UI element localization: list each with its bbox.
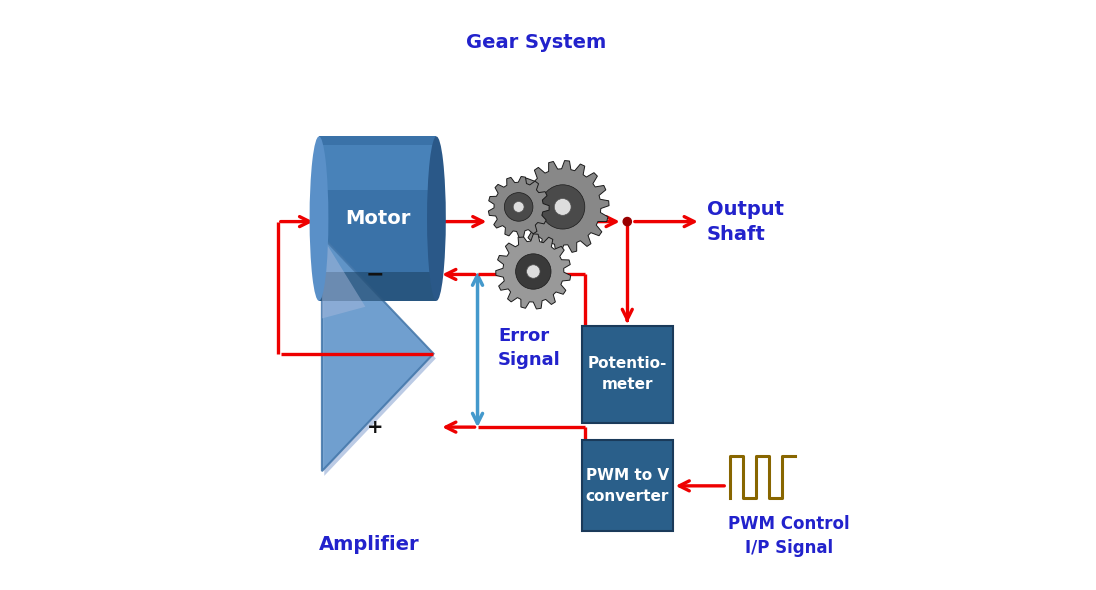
Polygon shape [495, 234, 571, 309]
Text: Amplifier: Amplifier [319, 535, 419, 554]
Text: Potentio-
meter: Potentio- meter [587, 356, 667, 392]
FancyBboxPatch shape [319, 272, 436, 301]
Circle shape [624, 218, 631, 226]
FancyBboxPatch shape [582, 326, 673, 422]
Polygon shape [516, 160, 609, 253]
Circle shape [555, 198, 571, 215]
Text: PWM Control
I/P Signal: PWM Control I/P Signal [728, 515, 849, 556]
FancyBboxPatch shape [319, 145, 436, 190]
Circle shape [540, 185, 585, 229]
Text: PWM to V
converter: PWM to V converter [585, 468, 669, 504]
Text: Motor: Motor [345, 209, 410, 228]
Text: Error
Signal: Error Signal [498, 327, 561, 369]
Text: +: + [366, 418, 383, 437]
Circle shape [513, 202, 524, 212]
FancyBboxPatch shape [319, 136, 436, 301]
Text: −: − [365, 264, 384, 284]
Polygon shape [322, 236, 365, 319]
Text: Output
Shaft: Output Shaft [707, 199, 784, 244]
FancyBboxPatch shape [582, 440, 673, 532]
Ellipse shape [309, 136, 329, 301]
Polygon shape [324, 241, 436, 476]
Polygon shape [489, 176, 549, 237]
Ellipse shape [427, 136, 446, 301]
Text: Gear System: Gear System [466, 33, 606, 52]
Circle shape [515, 254, 551, 289]
Circle shape [504, 192, 533, 221]
Polygon shape [322, 236, 434, 471]
Circle shape [526, 265, 540, 278]
